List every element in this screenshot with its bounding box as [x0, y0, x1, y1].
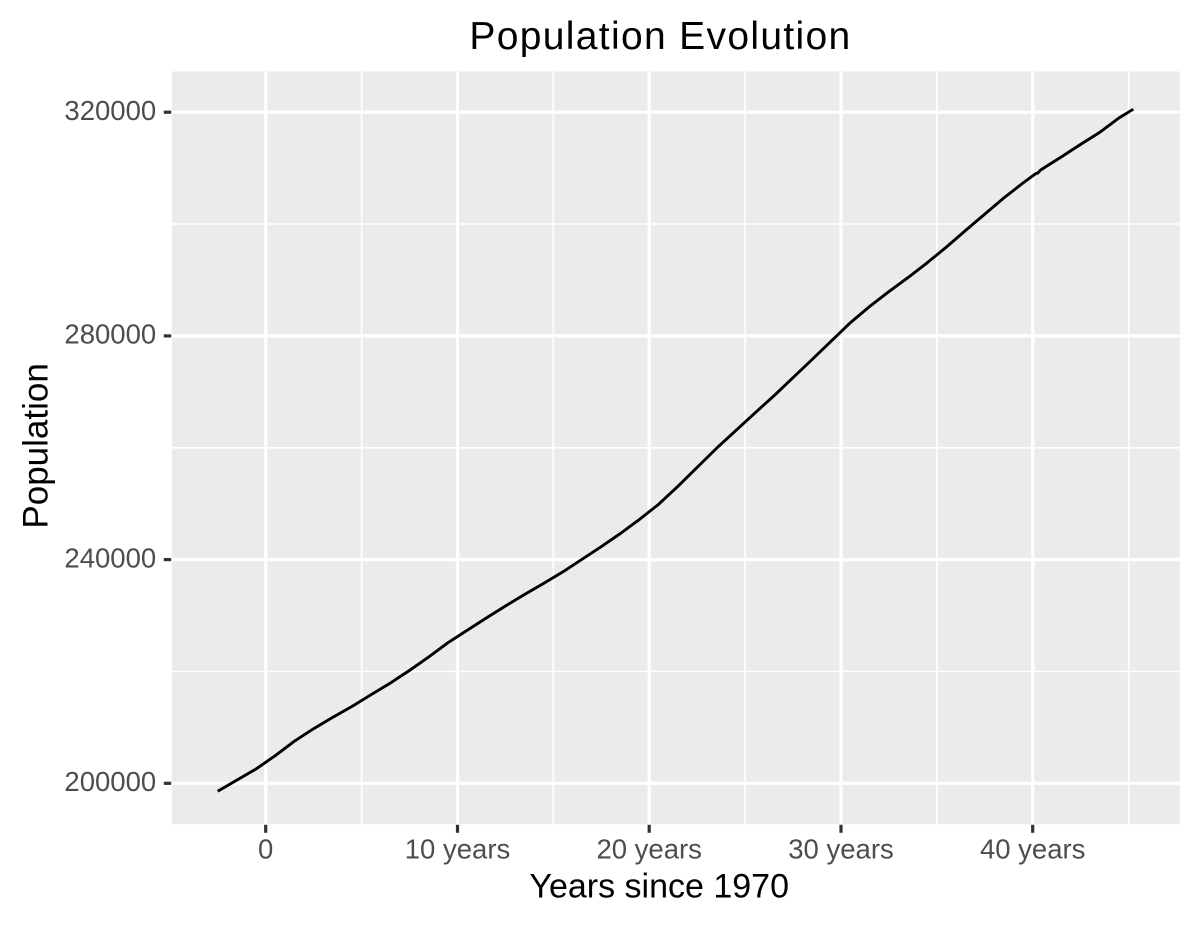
svg-text:200000: 200000	[64, 766, 156, 797]
svg-text:40 years: 40 years	[980, 833, 1085, 864]
svg-text:320000: 320000	[64, 95, 156, 126]
svg-text:Years since 1970: Years since 1970	[529, 867, 789, 905]
svg-text:30 years: 30 years	[788, 833, 893, 864]
svg-text:Population Evolution: Population Evolution	[469, 15, 851, 58]
svg-text:0: 0	[258, 833, 273, 864]
svg-text:20 years: 20 years	[596, 833, 701, 864]
svg-text:Population: Population	[16, 363, 55, 528]
svg-text:280000: 280000	[64, 319, 156, 350]
svg-text:240000: 240000	[64, 542, 156, 573]
svg-text:10 years: 10 years	[405, 833, 510, 864]
